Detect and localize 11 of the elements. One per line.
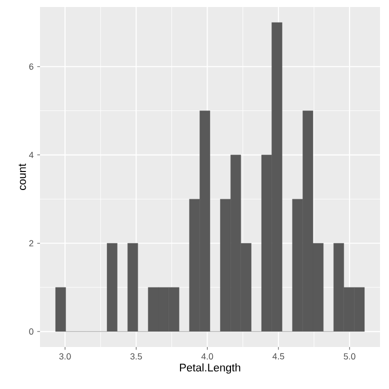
- y-tick-label: 4: [29, 152, 34, 158]
- x-tick-label: 5.0: [344, 353, 356, 360]
- x-axis-title: Petal.Length: [180, 363, 240, 374]
- x-tick-label: 4.5: [272, 353, 284, 360]
- y-axis-title: count: [18, 164, 26, 190]
- x-tick-label: 4.0: [201, 353, 214, 360]
- y-tick-label: 6: [29, 64, 34, 70]
- x-tick-label: 3.5: [130, 353, 142, 360]
- y-tick-label: 2: [29, 240, 34, 246]
- x-tick-label: 3.0: [59, 353, 71, 360]
- y-tick-label: 0: [29, 328, 34, 335]
